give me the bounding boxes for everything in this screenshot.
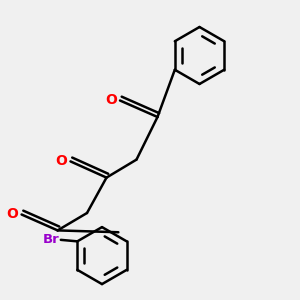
Text: Br: Br [43, 233, 60, 246]
Text: O: O [7, 208, 19, 221]
Text: O: O [105, 94, 117, 107]
Text: O: O [56, 154, 68, 168]
